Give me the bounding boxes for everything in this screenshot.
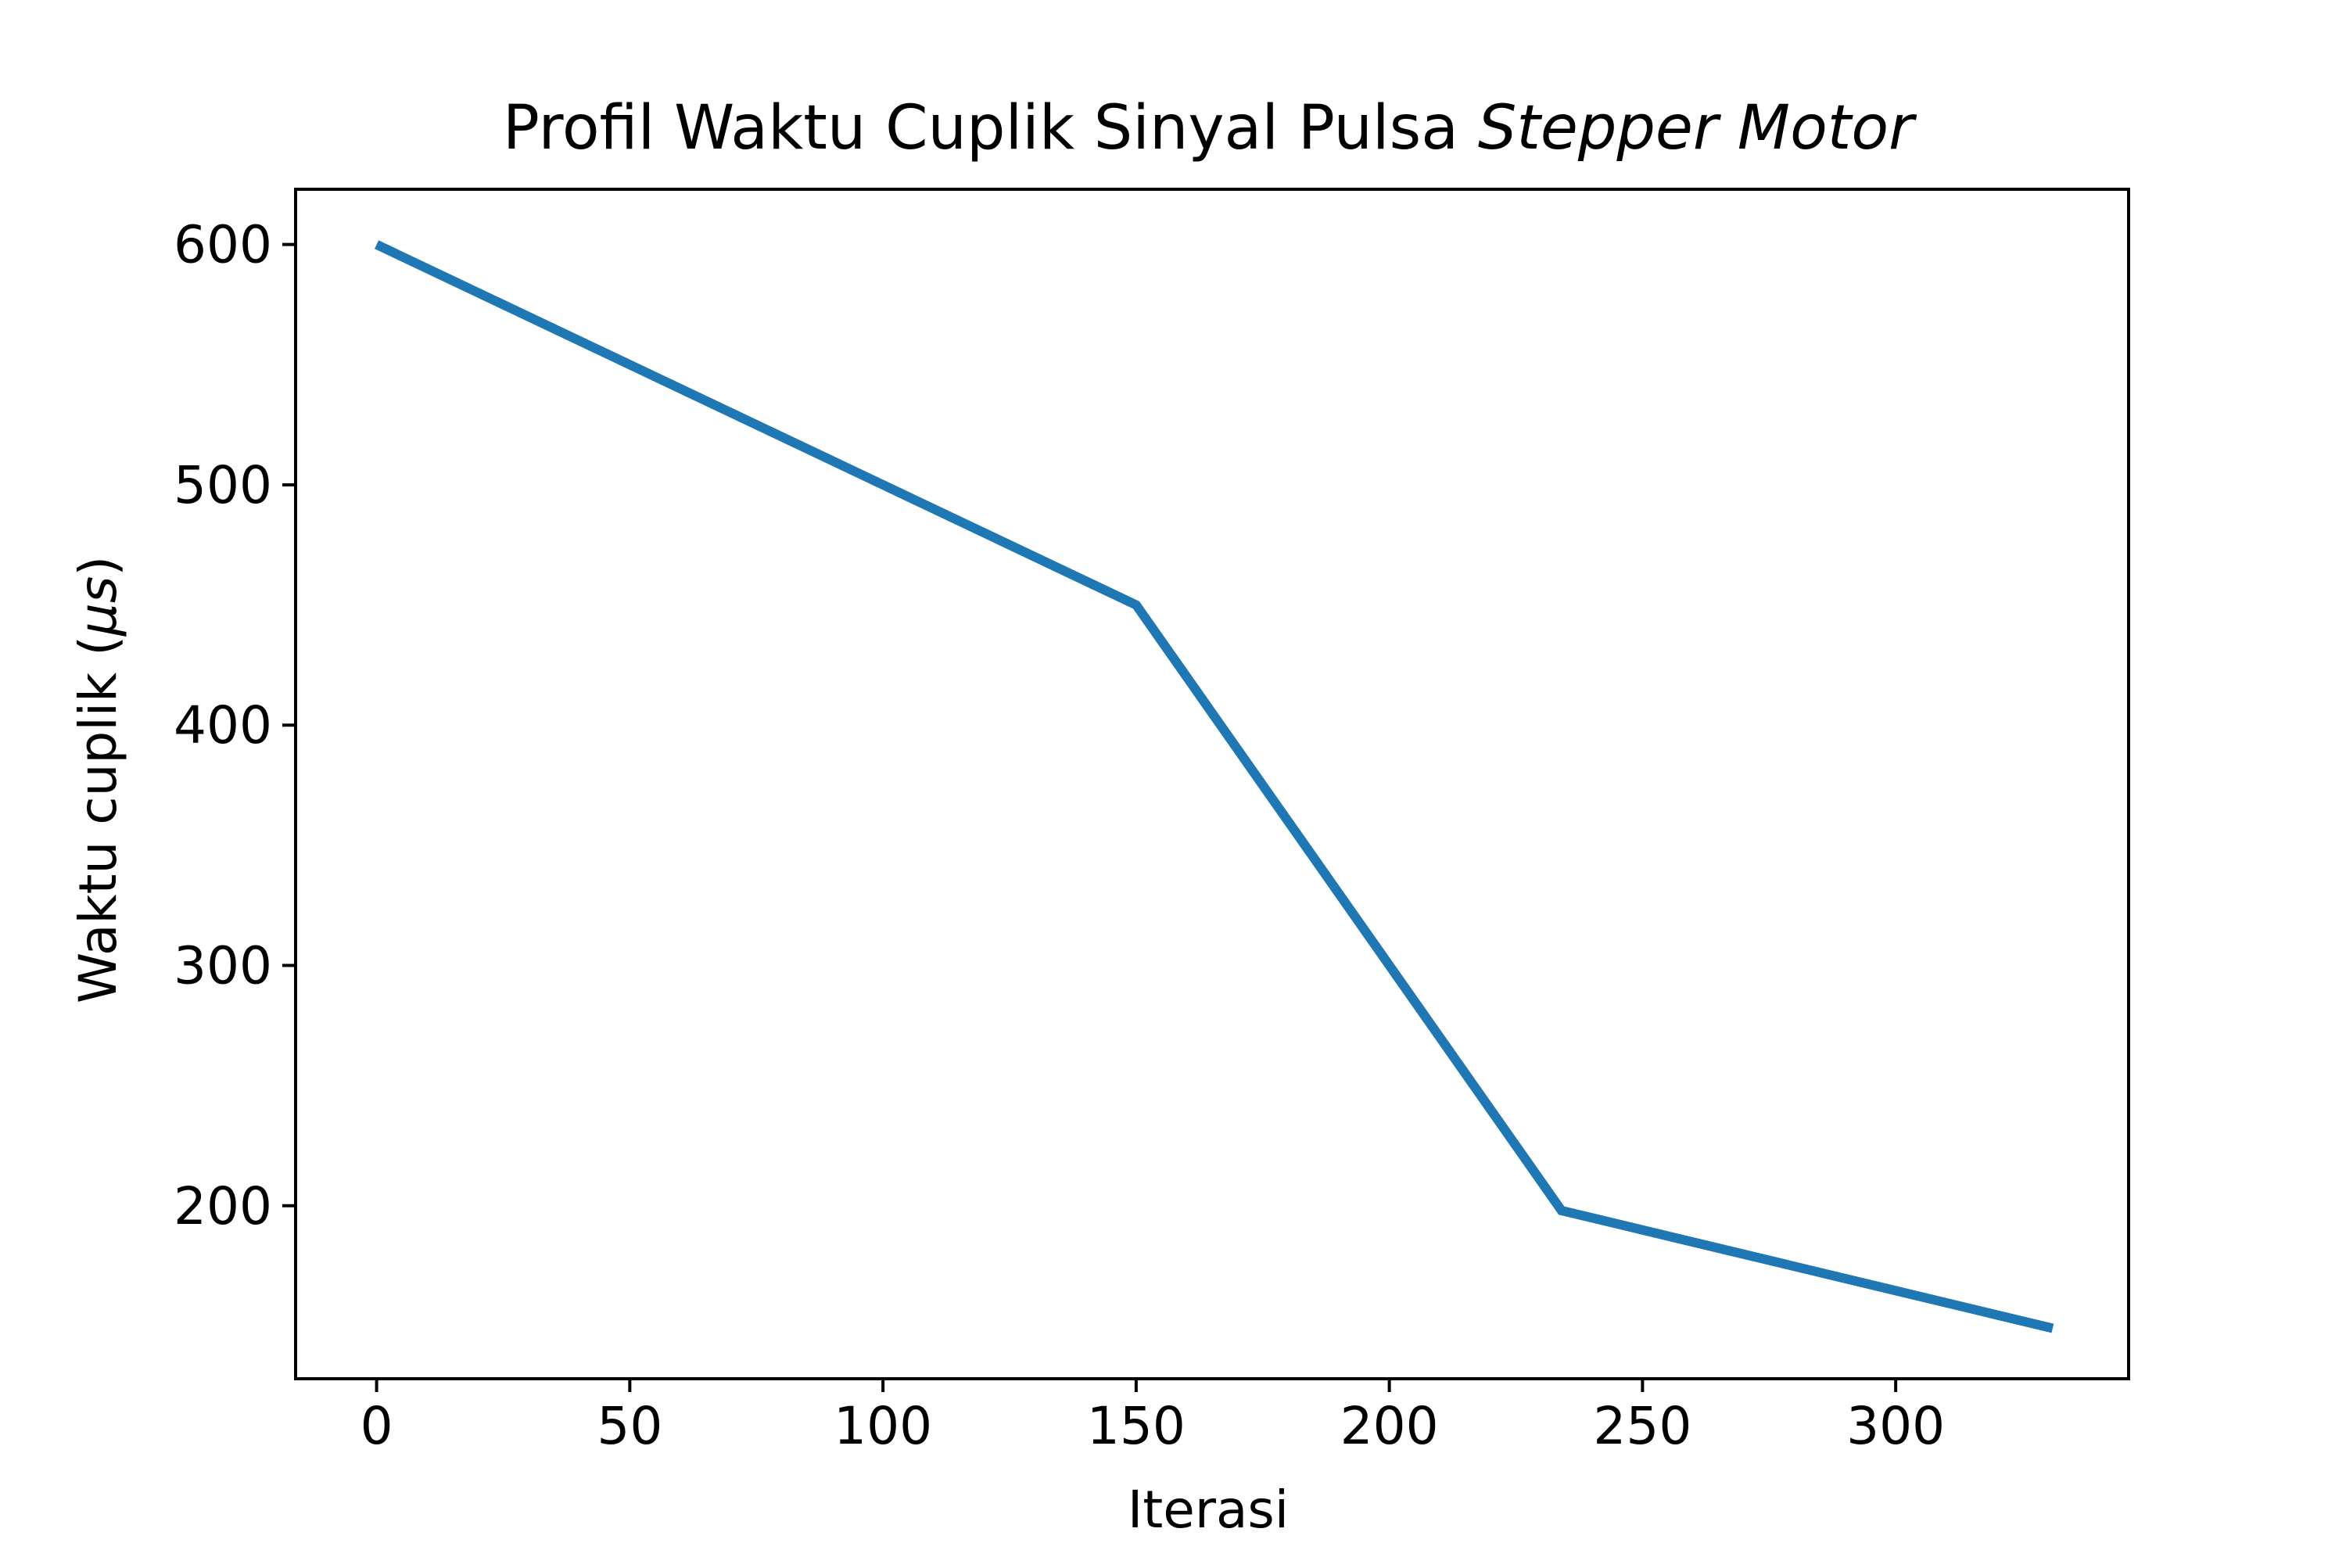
x-tick-label: 250 [1593,1396,1691,1456]
y-axis-label-symbol: μs [68,576,128,637]
plot-frame [294,188,2130,1380]
y-tick-label: 400 [174,695,272,755]
x-tick-label: 150 [1087,1396,1186,1456]
x-tick-label: 300 [1846,1396,1945,1456]
chart-title-main: Profil Waktu Cuplik Sinyal Pulsa [503,93,1458,163]
x-tick-label: 100 [834,1396,932,1456]
y-tick-label: 500 [174,455,272,515]
x-tick-label: 0 [361,1396,393,1456]
x-tick-label: 50 [597,1396,662,1456]
y-tick-label: 200 [174,1176,272,1236]
plot-area [294,188,2130,1380]
chart-title-italic: Stepper Motor [1478,93,1917,163]
x-axis-label: Iterasi [1128,1480,1289,1540]
x-axis-ticks: 0 50 100 150 200 250 300 [361,1379,1945,1456]
chart-title: Profil Waktu Cuplik Sinyal Pulsa Stepper… [503,93,1917,163]
series-line [375,240,2054,1333]
x-tick-label: 200 [1340,1396,1439,1456]
y-axis-label-close: ) [68,556,128,576]
y-axis-label-text: Waktu cuplik ( [68,636,128,1003]
series-layer [375,240,2054,1333]
y-axis-label: Waktu cuplik (μs) [68,556,128,1003]
y-axis-ticks: 200 300 400 500 600 [174,215,296,1236]
y-tick-label: 600 [174,215,272,275]
y-tick-label: 300 [174,935,272,996]
